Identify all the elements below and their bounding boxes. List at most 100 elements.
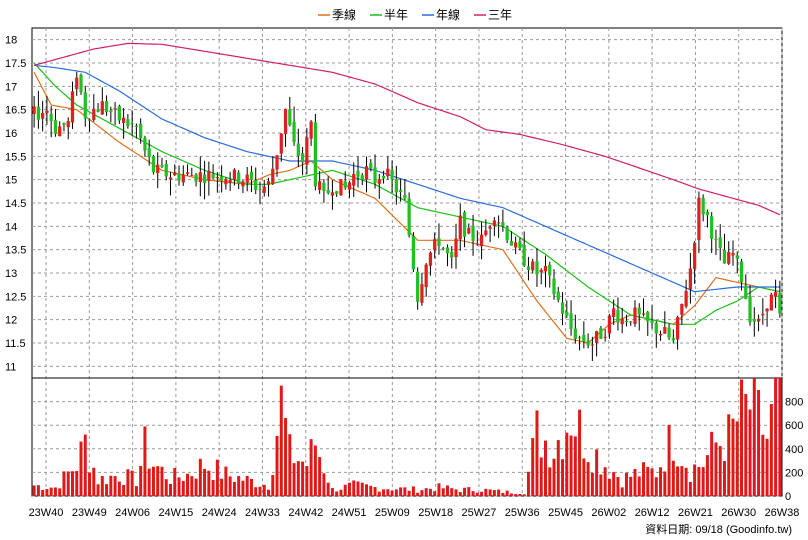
candle-body <box>381 175 386 179</box>
x-tick-label: 25W27 <box>462 507 497 519</box>
candle-body <box>147 148 151 158</box>
candle-body <box>109 110 113 113</box>
candle-body <box>420 284 424 303</box>
volume-bar <box>607 478 611 496</box>
chart-legend: 季線 半年 年線 三年 <box>318 7 512 22</box>
volume-bar <box>565 432 569 496</box>
candle-body <box>322 183 326 192</box>
x-tick-label: 24W24 <box>202 507 237 519</box>
candle-body <box>569 313 573 329</box>
volume-bar <box>450 488 454 496</box>
candle-body <box>514 242 518 248</box>
volume-bar <box>309 439 313 496</box>
volume-bar <box>642 462 645 496</box>
volume-bar <box>407 490 411 496</box>
volume-bar <box>467 487 471 496</box>
candle-body <box>539 269 543 273</box>
volume-bar <box>296 461 300 496</box>
volume-bar <box>578 409 582 496</box>
candle-body <box>207 170 211 181</box>
candle-body <box>202 174 207 184</box>
x-tick-label: 25W45 <box>548 507 583 519</box>
candlesticks <box>32 71 782 361</box>
price-tick-label: 15.5 <box>5 151 26 163</box>
candle-body <box>245 174 249 183</box>
volume-bar <box>32 485 36 496</box>
x-tick-label: 25W18 <box>418 507 453 519</box>
candle-body <box>403 195 407 199</box>
volume-bar <box>267 489 270 496</box>
ma-line-half <box>33 62 781 325</box>
volume-bar <box>620 487 624 496</box>
volume-bar <box>774 378 778 496</box>
volume-bar <box>313 445 317 496</box>
candle-body <box>262 186 266 193</box>
volume-bar <box>305 466 309 496</box>
volume-bar <box>650 468 654 496</box>
candle-body <box>658 333 663 336</box>
candle-body <box>497 222 501 224</box>
candle-body <box>620 318 624 325</box>
candle-body <box>748 296 752 323</box>
x-tick-label: 26W02 <box>591 507 626 519</box>
legend-label: 年線 <box>436 7 460 22</box>
volume-bar <box>769 404 773 496</box>
x-tick-label: 26W30 <box>721 507 756 519</box>
volume-bar <box>326 482 330 496</box>
volume-bar <box>343 484 347 496</box>
volume-bar <box>526 471 530 496</box>
candle-body <box>168 177 173 180</box>
x-tick-label: 25W36 <box>505 507 540 519</box>
volume-bar <box>139 465 143 496</box>
candle-body <box>279 133 283 154</box>
candle-body <box>32 106 36 115</box>
candle-body <box>718 237 722 248</box>
candle-body <box>45 110 49 113</box>
volume-bar <box>394 489 398 496</box>
candle-body <box>194 174 198 182</box>
volume-bar <box>211 479 215 496</box>
volume-bar <box>151 466 155 496</box>
volume-bar <box>117 481 121 496</box>
candle-body <box>288 109 292 126</box>
volume-bar <box>778 378 782 496</box>
candle-body <box>36 106 41 120</box>
volume-bar <box>433 491 437 496</box>
ma-line-three_year <box>33 42 781 216</box>
volume-bar <box>616 477 620 496</box>
volume-bar <box>748 409 752 496</box>
candle-body <box>526 266 531 270</box>
volume-bar <box>399 487 403 496</box>
candle-body <box>309 121 313 139</box>
candle-body <box>543 265 548 272</box>
volume-bar <box>646 466 650 496</box>
candle-body <box>582 334 586 342</box>
candle-body <box>117 106 121 121</box>
candle-body <box>518 241 522 249</box>
candle-body <box>416 271 420 302</box>
candle-body <box>573 328 577 339</box>
price-tick-label: 13.5 <box>5 245 26 257</box>
x-tick-label: 24W51 <box>332 507 367 519</box>
candle-body <box>173 173 177 176</box>
candle-body <box>75 77 79 90</box>
volume-bar <box>697 467 701 496</box>
candle-body <box>595 331 599 343</box>
price-tick-label: 17 <box>5 81 17 93</box>
candle-body <box>565 311 569 316</box>
candle-body <box>522 244 526 266</box>
volume-bar <box>352 480 356 496</box>
volume-bar <box>735 421 739 496</box>
volume-bar <box>420 490 424 496</box>
volume-bar <box>535 410 539 496</box>
legend-label: 季線 <box>332 7 356 22</box>
volume-bar <box>561 459 565 496</box>
volume-tick-label: 600 <box>785 420 803 432</box>
candle-body <box>271 168 275 184</box>
candle-body <box>407 198 411 236</box>
volume-bar <box>220 478 224 496</box>
candle-body <box>92 108 96 121</box>
volume-bar <box>198 458 202 496</box>
candle-body <box>654 322 658 334</box>
volume-bar <box>100 476 104 496</box>
